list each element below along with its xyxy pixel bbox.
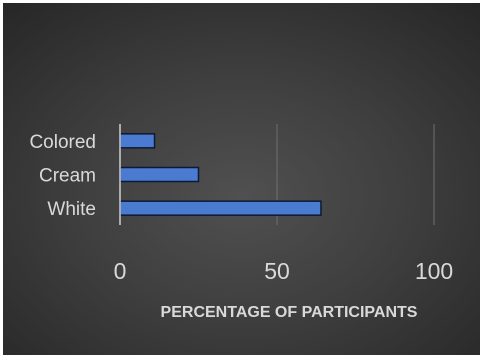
labels: 0 50 100 Colored Cream White	[29, 132, 453, 284]
bar-chart: 0 50 100 Colored Cream White PERCENTAGE OF PA…	[29, 124, 453, 321]
x-axis-title: PERCENTAGE OF PARTICIPANTS	[161, 304, 418, 321]
category-label-colored: Colored	[29, 132, 96, 153]
category-label-cream: Cream	[39, 166, 96, 187]
bars	[119, 133, 322, 216]
bar-cream	[119, 166, 200, 183]
category-label-white: White	[47, 199, 96, 220]
x-tick-label: 0	[114, 258, 127, 284]
bar-colored	[119, 133, 156, 149]
x-tick-label: 100	[415, 258, 453, 284]
x-tick-label: 50	[264, 258, 290, 284]
chart-frame: 0 50 100 Colored Cream White PERCENTAGE OF PA…	[3, 3, 480, 355]
bar-white	[119, 200, 322, 216]
